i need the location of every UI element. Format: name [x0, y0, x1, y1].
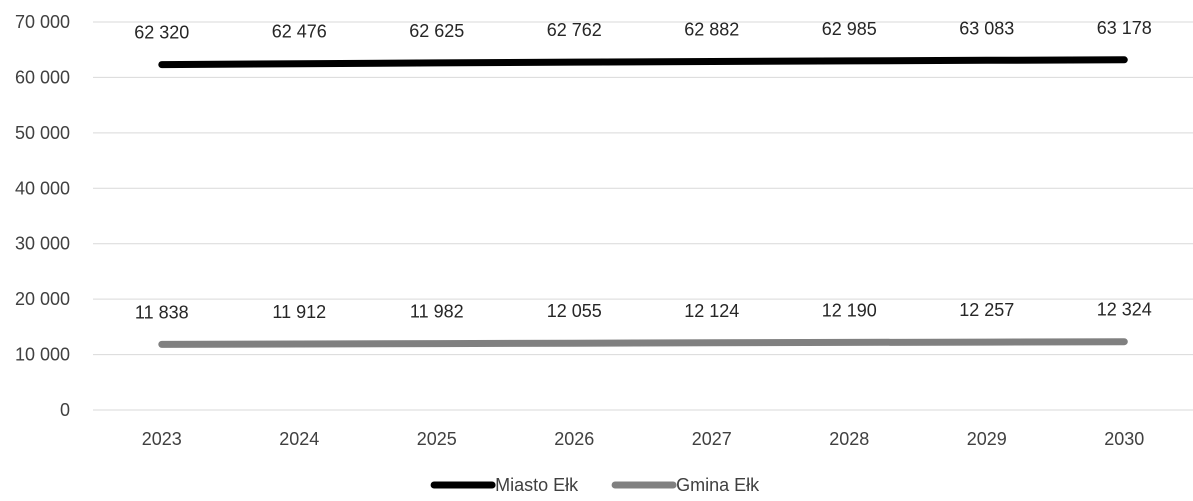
data-label: 63 178	[1097, 18, 1152, 38]
data-label: 11 838	[135, 302, 189, 322]
data-label: 11 982	[410, 302, 464, 322]
legend: Miasto Ełk Gmina Ełk	[430, 475, 760, 495]
x-tick-label: 2025	[417, 429, 457, 449]
y-tick-label: 40 000	[15, 178, 70, 198]
x-tick-label: 2023	[142, 429, 182, 449]
y-tick-label: 20 000	[15, 289, 70, 309]
y-tick-label: 60 000	[15, 67, 70, 87]
data-label: 63 083	[959, 18, 1014, 38]
data-label: 12 190	[822, 300, 877, 320]
y-tick-label: 50 000	[15, 123, 70, 143]
data-label: 62 882	[684, 19, 739, 39]
legend-label: Gmina Ełk	[676, 475, 760, 495]
data-label: 62 625	[409, 21, 464, 41]
data-label: 62 476	[272, 22, 327, 42]
data-label: 12 257	[959, 300, 1014, 320]
x-axis: 2023 2024 2025 2026 2027 2028 2029 2030	[142, 429, 1145, 449]
x-tick-label: 2024	[279, 429, 319, 449]
y-axis: 0 10 000 20 000 30 000 40 000 50 000 60 000 70 …	[15, 12, 70, 420]
legend-label: Miasto Ełk	[495, 475, 579, 495]
data-label: 12 055	[547, 301, 602, 321]
series-line-2	[158, 338, 1128, 348]
x-tick-label: 2030	[1104, 429, 1144, 449]
data-label: 62 985	[822, 19, 877, 39]
data-label: 11 912	[272, 302, 326, 322]
y-tick-label: 30 000	[15, 234, 70, 254]
y-tick-label: 70 000	[15, 12, 70, 32]
x-tick-label: 2027	[692, 429, 732, 449]
data-label: 62 320	[134, 23, 189, 43]
series-line-1	[158, 56, 1128, 69]
data-label: 62 762	[547, 20, 602, 40]
series-layer	[158, 56, 1128, 348]
data-label: 12 124	[684, 301, 739, 321]
y-tick-label: 10 000	[15, 345, 70, 365]
data-labels-layer: 62 320 62 476 62 625 62 762 62 882 62 985 63 0…	[134, 18, 1152, 323]
y-tick-label: 0	[60, 400, 70, 420]
x-tick-label: 2026	[554, 429, 594, 449]
data-label: 12 324	[1097, 300, 1152, 320]
x-tick-label: 2029	[967, 429, 1007, 449]
x-tick-label: 2028	[829, 429, 869, 449]
grid-layer	[93, 21, 1193, 411]
